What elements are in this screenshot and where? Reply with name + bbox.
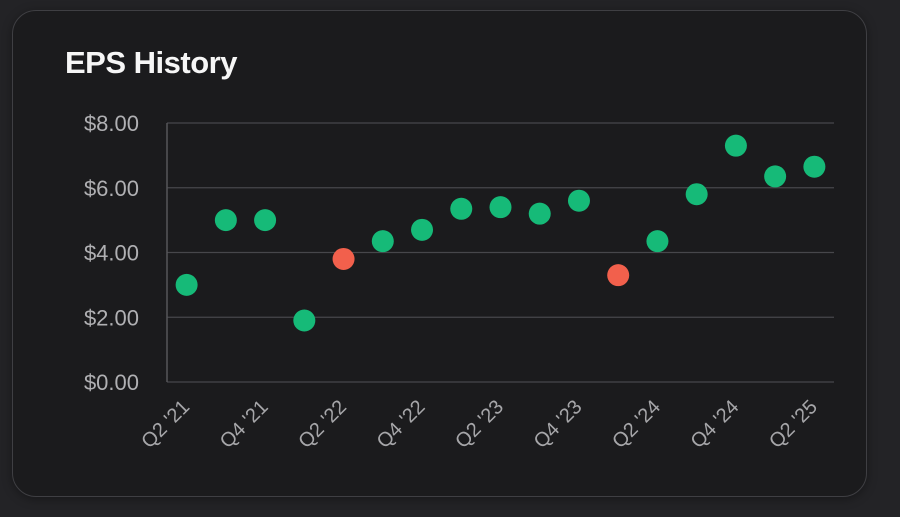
eps-data-point-q122[interactable] [293,309,316,332]
chart-title: EPS History [65,45,237,80]
x-axis-tick-label: Q2 '24 [608,396,665,453]
y-axis-tick-label: $6.00 [84,176,139,201]
x-axis-tick-label: Q2 '25 [765,396,822,453]
eps-history-card: EPS History $8.00 $6.00 $4.00 $2.00 $0.00 Q2 … [12,10,867,497]
x-axis-tick-label: Q4 '22 [373,396,430,453]
y-axis-tick-label: $4.00 [84,241,139,266]
eps-data-point-q424[interactable] [724,134,747,157]
eps-data-point-q224[interactable] [646,230,669,253]
y-axis-tick-label: $2.00 [84,305,139,330]
eps-data-point-q421[interactable] [254,209,277,232]
eps-data-point-q423[interactable] [567,189,590,212]
eps-data-point-q225[interactable] [803,155,826,178]
eps-data-point-q322[interactable] [371,230,394,253]
eps-data-point-q324[interactable] [685,183,708,206]
x-axis-tick-label: Q2 '22 [294,396,351,453]
x-axis-tick-label: Q4 '24 [687,396,744,453]
eps-data-point-q323[interactable] [528,202,551,225]
eps-data-point-q223[interactable] [489,196,512,219]
x-axis-tick-label: Q2 '21 [137,396,194,453]
y-axis-tick-label: $8.00 [84,111,139,136]
y-axis-tick-label: $0.00 [84,370,139,395]
eps-data-point-q125[interactable] [764,165,787,188]
eps-data-point-q221[interactable] [175,273,198,296]
eps-data-point-q422[interactable] [411,218,434,241]
eps-data-point-q124[interactable] [607,264,630,287]
eps-data-point-q123[interactable] [450,197,473,220]
eps-data-point-q321[interactable] [214,209,237,232]
eps-data-point-q222[interactable] [332,247,355,270]
x-axis-tick-label: Q4 '23 [530,396,587,453]
x-axis-tick-label: Q2 '23 [451,396,508,453]
x-axis-tick-label: Q4 '21 [216,396,273,453]
